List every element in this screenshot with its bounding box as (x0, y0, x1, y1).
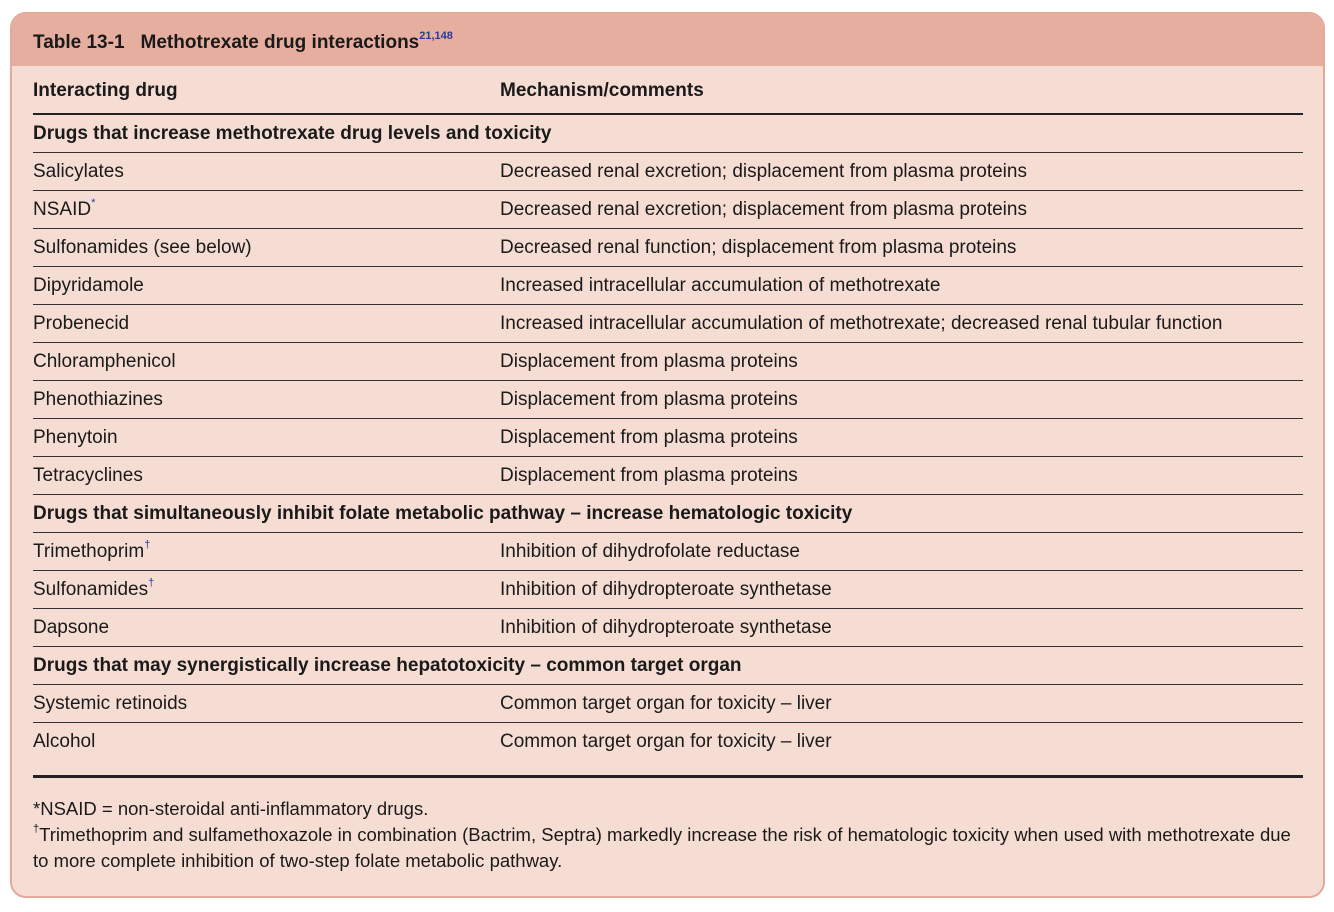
table-row: Dipyridamole Increased intracellular accu… (33, 267, 1303, 305)
footnote-text: Trimethoprim and sulfamethoxazole in com… (33, 824, 1291, 871)
drug-cell: Sulfonamides† (33, 576, 500, 601)
drug-name: Chloramphenicol (33, 350, 176, 372)
drug-cell: Alcohol (33, 723, 500, 760)
drug-name: Salicylates (33, 160, 124, 182)
drug-name: Trimethoprim (33, 540, 145, 562)
drug-cell: Probenecid (33, 313, 500, 335)
table-row: Trimethoprim† Inhibition of dihydrofolate… (33, 533, 1303, 571)
section-row: Drugs that may synergistically increase … (33, 647, 1303, 685)
comment-cell: Common target organ for toxicity – liver (500, 731, 832, 752)
table-row: Phenytoin Displacement from plasma protei… (33, 419, 1303, 457)
table-row: NSAID* Decreased renal excretion; displac… (33, 191, 1303, 229)
references: 21,148 (419, 30, 453, 42)
table-row: Sulfonamides (see below) Decreased renal … (33, 229, 1303, 267)
table-row: Sulfonamides† Inhibition of dihydropteroa… (33, 571, 1303, 609)
table-row: Tetracyclines Displacement from plasma pr… (33, 457, 1303, 495)
footnote-mark: * (91, 196, 96, 209)
drug-name: Dapsone (33, 616, 110, 638)
table-title: Methotrexate drug interactions (140, 32, 420, 53)
column-header: Interacting drug (33, 79, 178, 101)
table-row: Alcohol Common target organ for toxicity … (33, 723, 1303, 778)
footnote: *NSAID = non-steroidal anti-inflammatory… (33, 796, 1293, 822)
comment-cell: Displacement from plasma proteins (500, 426, 798, 448)
footnote-text: NSAID = non-steroidal anti-inflammatory … (40, 798, 429, 819)
table-row: Probenecid Increased intracellular accumu… (33, 305, 1303, 343)
section-heading: Drugs that simultaneously inhibit folate… (33, 502, 853, 524)
drug-name: Phenytoin (33, 426, 118, 448)
drug-cell: Sulfonamides (see below) (33, 237, 500, 259)
comment-cell: Inhibition of dihydropteroate synthetase (500, 578, 832, 600)
comment-cell: Common target organ for toxicity – liver (500, 692, 832, 714)
footnote-mark: † (144, 538, 151, 551)
table-row: Dapsone Inhibition of dihydropteroate syn… (33, 609, 1303, 647)
comment-cell: Increased intracellular accumulation of … (500, 312, 1223, 334)
drug-cell: Salicylates (33, 161, 500, 183)
column-header: Mechanism/comments (500, 79, 704, 101)
footnote-mark: * (33, 798, 41, 819)
drug-cell: Chloramphenicol (33, 351, 500, 373)
drug-name: Dipyridamole (33, 274, 144, 296)
drug-name: Sulfonamides (33, 578, 149, 600)
drug-name: Alcohol (33, 731, 96, 752)
section-heading: Drugs that increase methotrexate drug le… (33, 122, 552, 144)
section-heading: Drugs that may synergistically increase … (33, 654, 742, 676)
footnote: †Trimethoprim and sulfamethoxazole in co… (33, 822, 1293, 874)
drug-name: NSAID (33, 198, 92, 220)
footnotes: *NSAID = non-steroidal anti-inflammatory… (33, 796, 1293, 874)
drug-name: Systemic retinoids (33, 692, 188, 714)
drug-cell: Tetracyclines (33, 465, 500, 487)
drug-cell: Systemic retinoids (33, 693, 500, 715)
comment-cell: Decreased renal excretion; displacement … (500, 198, 1027, 220)
table: Interacting drug Mechanism/comments Drugs… (33, 68, 1303, 778)
drug-cell: Trimethoprim† (33, 538, 500, 563)
drug-cell: Dipyridamole (33, 275, 500, 297)
comment-cell: Increased intracellular accumulation of … (500, 274, 941, 296)
drug-cell: Phenothiazines (33, 389, 500, 411)
comment-cell: Decreased renal excretion; displacement … (500, 160, 1027, 182)
footnote-mark: † (148, 576, 155, 589)
section-row: Drugs that increase methotrexate drug le… (33, 115, 1303, 153)
footnote-mark: † (33, 823, 40, 835)
comment-cell: Inhibition of dihydrofolate reductase (500, 540, 800, 562)
comment-cell: Displacement from plasma proteins (500, 350, 798, 372)
table-row: Salicylates Decreased renal excretion; di… (33, 153, 1303, 191)
drug-name: Tetracyclines (33, 464, 143, 486)
column-header-row: Interacting drug Mechanism/comments (33, 68, 1303, 115)
drug-cell: NSAID* (33, 196, 500, 221)
drug-cell: Phenytoin (33, 427, 500, 449)
comment-cell: Decreased renal function; displacement f… (500, 236, 1017, 258)
comment-cell: Displacement from plasma proteins (500, 388, 798, 410)
table-row: Systemic retinoids Common target organ fo… (33, 685, 1303, 723)
table-row: Phenothiazines Displacement from plasma p… (33, 381, 1303, 419)
table-row: Chloramphenicol Displacement from plasma … (33, 343, 1303, 381)
drug-name: Probenecid (33, 312, 130, 334)
section-row: Drugs that simultaneously inhibit folate… (33, 495, 1303, 533)
table-header: Table 13-1 Methotrexate drug interactions… (12, 14, 1323, 66)
drug-cell: Dapsone (33, 617, 500, 639)
comment-cell: Displacement from plasma proteins (500, 464, 798, 486)
table-label: Table 13-1 (33, 32, 125, 53)
drug-name: Phenothiazines (33, 388, 163, 410)
table-box: Table 13-1 Methotrexate drug interactions… (10, 12, 1325, 898)
drug-name: Sulfonamides (see below) (33, 236, 252, 258)
comment-cell: Inhibition of dihydropteroate synthetase (500, 616, 832, 638)
